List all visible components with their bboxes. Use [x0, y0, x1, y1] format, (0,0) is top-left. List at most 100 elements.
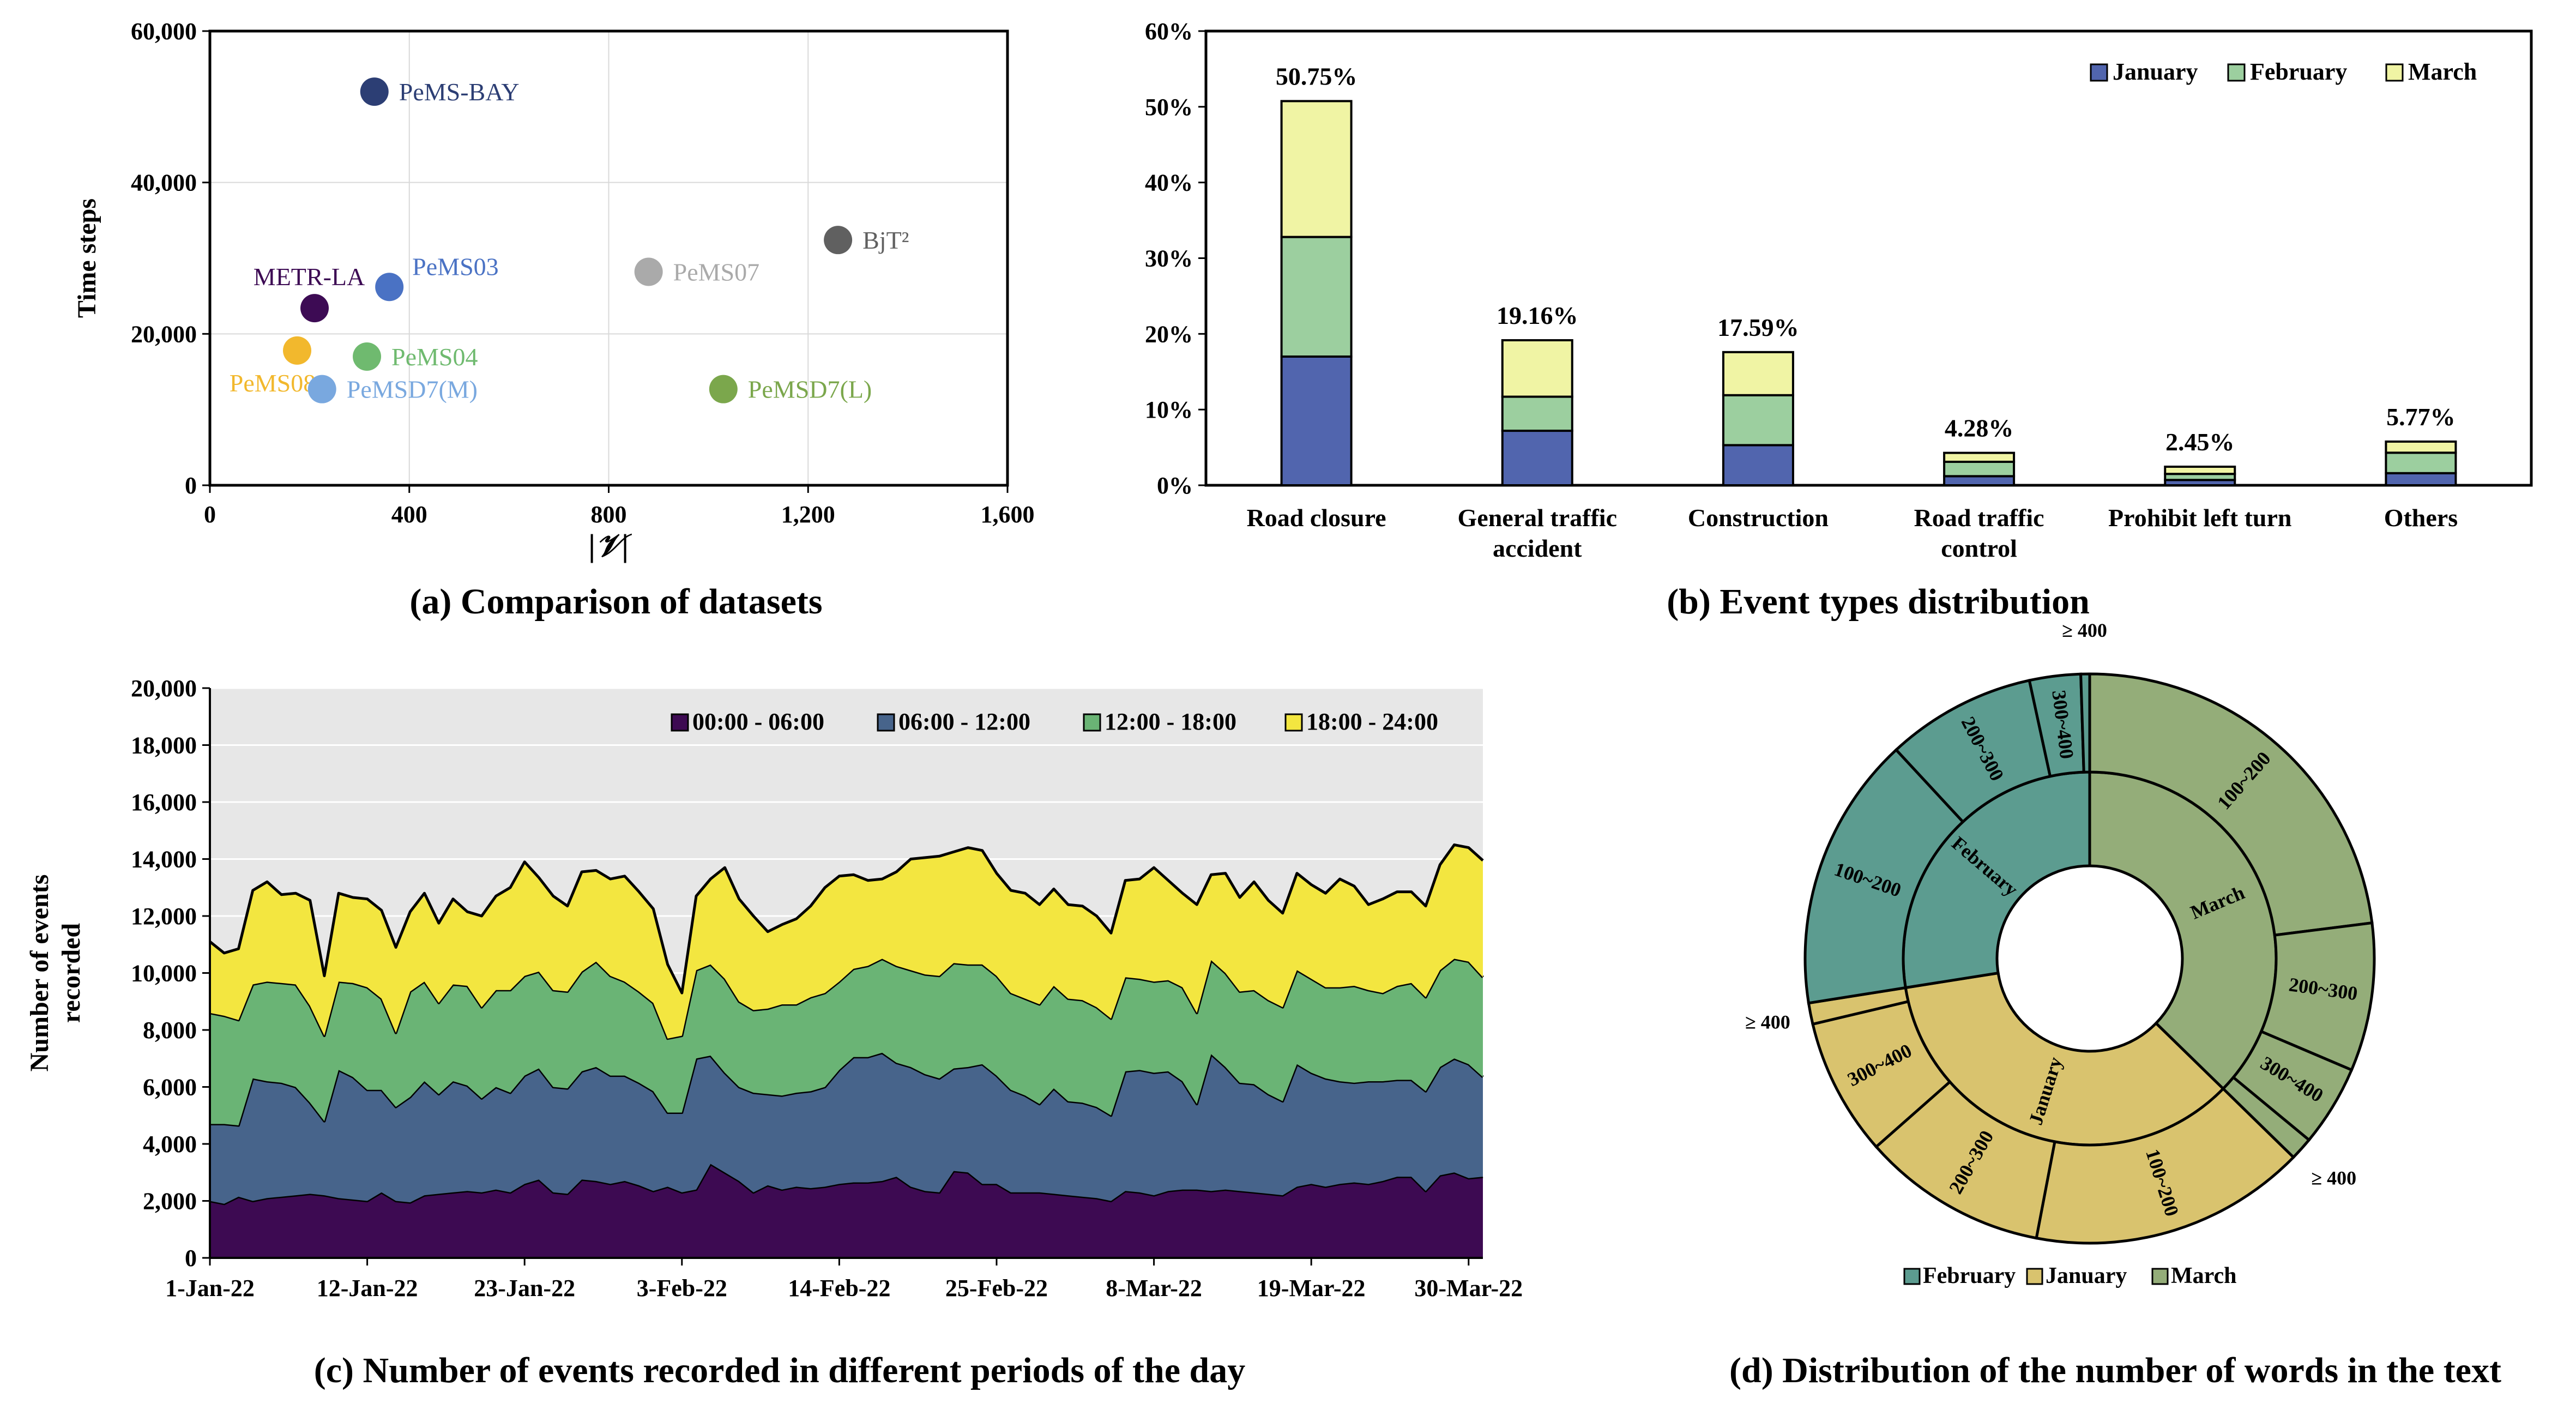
sunburst-outer-segment: [2079, 672, 2091, 774]
bar-total-label: 2.45%: [2165, 428, 2235, 456]
y-tick-label: 40%: [1145, 170, 1193, 196]
bar-total-label: 17.59%: [1717, 314, 1799, 341]
y-tick-label: 60,000: [131, 18, 197, 45]
x-category-label: Prohibit left turn: [2108, 504, 2291, 532]
area-series: [210, 845, 1483, 1039]
panel-c-stacked-area: 0 2,000 4,000 6,000 8,000 10,000 12,000 14,000 1…: [25, 675, 1523, 1301]
y-tick-label: 6,000: [143, 1074, 197, 1101]
bar-segment: [1943, 451, 2016, 463]
x-category-label: Others: [2384, 504, 2458, 532]
legend-swatch: [1903, 1268, 1921, 1285]
legend-label: March: [2408, 58, 2477, 85]
legend-swatch: [2026, 1268, 2043, 1285]
bar-segment: [1501, 430, 1573, 486]
data-point-label: PeMSD7(M): [347, 376, 478, 403]
x-tick-label: 8-Mar-22: [1106, 1275, 1202, 1301]
bar-segment: [2164, 465, 2236, 475]
y-axis-label: recorded: [57, 923, 86, 1023]
y-tick-label: 18,000: [131, 732, 197, 759]
legend-label: 06:00 - 12:00: [898, 708, 1030, 735]
bar-segment: [1722, 394, 1794, 447]
legend-label: 12:00 - 18:00: [1105, 708, 1236, 735]
bar-total-label: 5.77%: [2386, 403, 2456, 431]
data-point-label: PeMS04: [391, 343, 478, 371]
y-tick-label: 12,000: [131, 903, 197, 930]
panel-a-scatter: 0 400 800 1,200 1,600 0 20,000 40,000 60,000 |𝒱| T…: [73, 18, 1035, 563]
x-tick-label: 400: [391, 501, 427, 528]
y-tick-label: 0%: [1157, 472, 1193, 499]
x-tick-label: 19-Mar-22: [1257, 1275, 1366, 1301]
x-category-label: control: [1941, 534, 2017, 562]
data-point: [634, 257, 663, 286]
sunburst-outer-segment: [1803, 748, 1965, 1005]
x-tick-label: 25-Feb-22: [945, 1275, 1048, 1301]
y-tick-label: 0: [185, 472, 197, 499]
y-tick-label: 0: [185, 1245, 197, 1272]
x-tick-label: 30-Mar-22: [1414, 1275, 1523, 1301]
y-tick-label: 4,000: [143, 1131, 197, 1158]
data-point-label: PeMS-BAY: [399, 78, 520, 106]
bar-segment: [2385, 440, 2457, 454]
x-axis-label: |𝒱|: [589, 528, 632, 563]
y-tick-label: 10,000: [131, 960, 197, 987]
y-tick-label: 20,000: [131, 675, 197, 702]
y-tick-label: 2,000: [143, 1188, 197, 1215]
caption-c: (c) Number of events recorded in differe…: [314, 1351, 1245, 1390]
caption-a: (a) Comparison of datasets: [409, 582, 822, 622]
bar-segment: [1722, 351, 1794, 396]
bar-total-label: 50.75%: [1276, 62, 1358, 90]
bar-segment: [1280, 355, 1353, 486]
sunburst-outer-label: ≥ 400: [2311, 1167, 2356, 1189]
sunburst-outer-segment: [2088, 672, 2374, 937]
legend-label: 00:00 - 06:00: [692, 708, 824, 735]
legend-swatch: [671, 713, 689, 732]
legend-swatch: [2227, 63, 2246, 82]
sunburst-outer-label: ≥ 400: [2062, 619, 2107, 641]
area-series-outline: [210, 1051, 1484, 1127]
x-tick-label: 800: [591, 501, 627, 528]
y-tick-label: 16,000: [131, 789, 197, 816]
legend-swatch: [1284, 713, 1303, 732]
legend-label: February: [1923, 1263, 2016, 1288]
sunburst-outer-segment: [2035, 1087, 2296, 1245]
y-tick-label: 10%: [1145, 396, 1193, 423]
data-point: [360, 77, 389, 106]
legend-swatch: [2151, 1268, 2169, 1285]
bar-total-label: 4.28%: [1945, 414, 2014, 442]
legend-label: January: [2046, 1263, 2127, 1288]
x-tick-label: 1,600: [981, 501, 1035, 528]
x-tick-label: 12-Jan-22: [317, 1275, 418, 1301]
data-point-label: PeMSD7(L): [748, 376, 872, 403]
data-point: [375, 273, 404, 302]
area-series: [210, 959, 1483, 1125]
legend-swatch: [2385, 63, 2404, 82]
plot-frame: [1204, 29, 2533, 487]
data-point: [283, 336, 312, 365]
y-tick-label: 8,000: [143, 1017, 197, 1044]
caption-d: (d) Distribution of the number of words …: [1729, 1351, 2501, 1390]
bar-total-label: 19.16%: [1497, 302, 1578, 329]
data-point-label: PeMS08: [230, 369, 316, 397]
data-point-label: PeMS07: [673, 258, 759, 286]
bar-segment: [2385, 451, 2457, 474]
plot-frame: [208, 29, 1009, 487]
bar-segment: [1722, 444, 1794, 486]
data-point: [300, 294, 329, 323]
legend-label: February: [2250, 58, 2347, 85]
x-tick-label: 3-Feb-22: [637, 1275, 727, 1301]
legend-swatch: [1083, 713, 1101, 732]
y-tick-label: 30%: [1145, 245, 1193, 272]
x-tick-label: 1,200: [781, 501, 835, 528]
legend-label: January: [2113, 58, 2198, 85]
area-series-outline: [209, 843, 1484, 995]
area-series: [210, 1164, 1483, 1258]
panel-d-sunburst: MarchJanuaryFebruary100~200200~300300~40…: [1745, 619, 2376, 1288]
legend-label: 18:00 - 24:00: [1306, 708, 1438, 735]
data-point: [824, 226, 853, 255]
y-tick-label: 40,000: [131, 170, 197, 196]
bar-segment: [1501, 339, 1573, 398]
x-tick-label: 0: [204, 501, 216, 528]
data-point-label: METR-LA: [254, 263, 365, 291]
bar-segment: [1943, 475, 2016, 487]
x-category-label: Construction: [1688, 504, 1829, 532]
